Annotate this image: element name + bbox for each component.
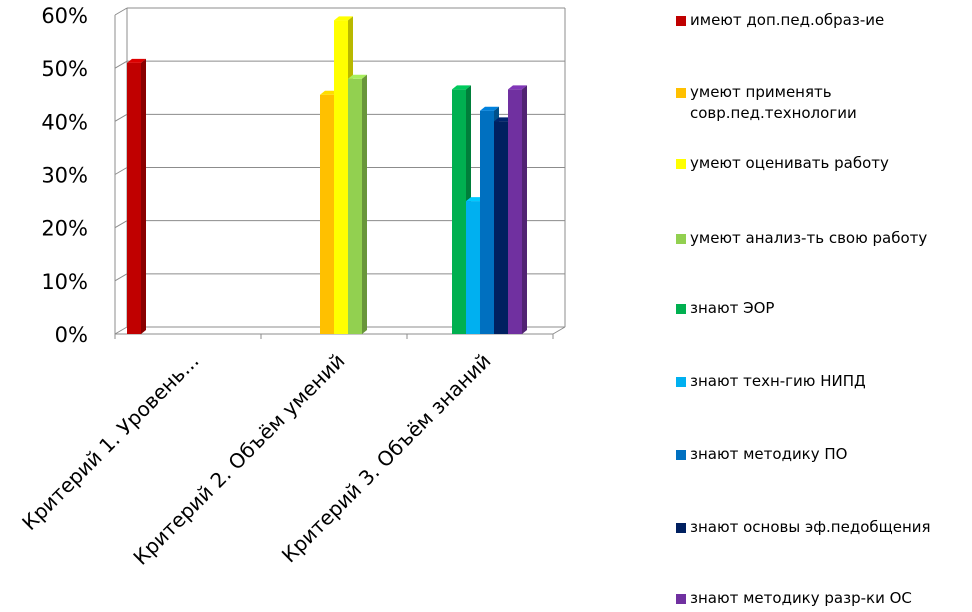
- legend-label: умеют оценивать работу: [690, 154, 889, 172]
- bar: [348, 74, 367, 335]
- bar-front: [320, 94, 334, 334]
- bar-side: [362, 74, 367, 335]
- bar-top: [334, 16, 353, 21]
- legend-item: знают ЭОР: [676, 298, 774, 319]
- bar-front: [334, 20, 348, 335]
- legend-swatch: [676, 304, 686, 314]
- legend-label: умеют анализ-ть свою работу: [690, 229, 928, 247]
- legend-swatch: [676, 450, 686, 460]
- legend-item: знают техн-гию НИПД: [676, 371, 866, 392]
- legend-item: умеют применять совр.пед.технологии: [676, 82, 890, 124]
- bars: [127, 16, 527, 335]
- y-tick-label: 30%: [41, 164, 88, 188]
- bar-front: [494, 121, 508, 334]
- legend-swatch: [676, 523, 686, 533]
- legend-label: знают ЭОР: [690, 299, 775, 317]
- bar-chart: 0% 10% 20% 30% 40% 50% 60% Критерий 1. Уровень…: [17, 4, 566, 570]
- bar-front: [348, 78, 362, 334]
- y-tick-labels: 0% 10% 20% 30% 40% 50% 60%: [41, 4, 88, 347]
- legend-swatch: [676, 88, 686, 98]
- legend-item: знают методику разр-ки ОС: [676, 588, 912, 609]
- gridline-side: [114, 326, 128, 335]
- bar-front: [508, 89, 522, 334]
- bar-top: [452, 85, 471, 90]
- y-tick-label: 10%: [41, 270, 88, 294]
- y-tick-label: 20%: [41, 217, 88, 241]
- bar-side: [522, 85, 527, 334]
- bar-side: [141, 58, 146, 334]
- legend-label: знают техн-гию НИПД: [690, 372, 866, 390]
- legend-label: знают методику разр-ки ОС: [690, 589, 912, 607]
- gridline-side: [114, 273, 128, 282]
- legend-item: знают методику ПО: [676, 444, 847, 465]
- legend-label: знают основы эф.педобщения: [690, 518, 931, 536]
- gridline-side: [114, 167, 128, 175]
- bar-top: [480, 106, 499, 111]
- bar-top: [348, 74, 367, 79]
- legend-item: умеют оценивать работу: [676, 153, 889, 174]
- legend-item: имеют доп.пед.образ-ие: [676, 10, 884, 31]
- legend-label: умеют применять совр.пед.технологии: [690, 83, 857, 122]
- bar: [508, 85, 527, 334]
- gridline-side: [114, 60, 128, 69]
- bar-front: [127, 62, 141, 334]
- gridline-side: [114, 7, 128, 16]
- gridline-side: [114, 113, 128, 122]
- y-tick-label: 0%: [55, 323, 88, 347]
- bar-top: [127, 58, 146, 63]
- floor-edge: [552, 326, 566, 335]
- legend-swatch: [676, 594, 686, 604]
- bar-top: [508, 85, 527, 90]
- legend-item: знают основы эф.педобщения: [676, 517, 931, 538]
- legend-swatch: [676, 234, 686, 244]
- x-tick-labels: Критерий 1. Уровень...Критерий 2. Объём …: [17, 349, 495, 570]
- legend-swatch: [676, 16, 686, 26]
- legend-swatch: [676, 377, 686, 387]
- bar-front: [480, 110, 494, 334]
- bar-front: [452, 89, 466, 334]
- legend-item: умеют анализ-ть свою работу: [676, 228, 927, 249]
- y-tick-label: 60%: [41, 4, 88, 28]
- bar: [127, 58, 146, 334]
- legend-label: знают методику ПО: [690, 445, 848, 463]
- gridline-side: [114, 220, 128, 229]
- legend: имеют доп.пед.образ-ие умеют применять с…: [676, 0, 972, 612]
- y-tick-label: 40%: [41, 110, 88, 134]
- bar-front: [466, 201, 480, 334]
- legend-swatch: [676, 159, 686, 169]
- legend-label: имеют доп.пед.образ-ие: [690, 11, 885, 29]
- y-tick-label: 50%: [41, 57, 88, 81]
